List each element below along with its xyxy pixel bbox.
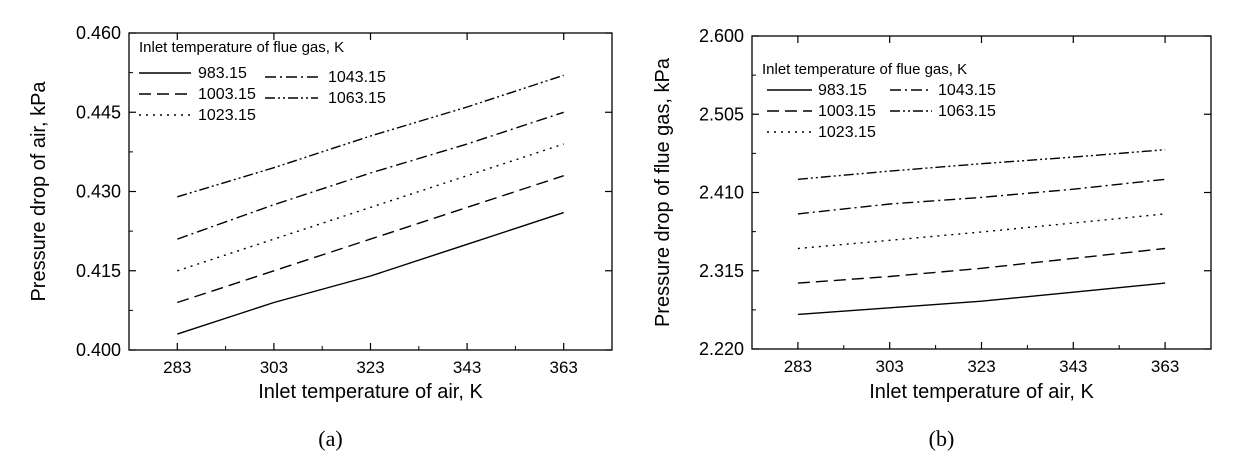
chart-b-x-tick-label: 363 <box>1151 357 1179 376</box>
chart-a-y-tick-label: 0.445 <box>76 102 121 122</box>
chart-a-x-tick-label: 303 <box>260 358 288 377</box>
chart-a-x-tick-label: 283 <box>163 358 191 377</box>
chart-b-series-1043-15 <box>797 178 1166 215</box>
chart-a-y-tick-label: 0.430 <box>76 182 121 202</box>
chart-a-x-axis-label: Inlet temperature of air, K <box>258 381 483 403</box>
chart-a-x-tick-label: 343 <box>453 358 481 377</box>
chart-b-y-tick-label: 2.505 <box>699 104 744 124</box>
chart-b-x-tick-label: 303 <box>876 357 904 376</box>
chart-a-y-axis-label: Pressure drop of air, kPa <box>28 81 50 302</box>
chart-a-series-1023-15 <box>177 143 564 272</box>
chart-b-y-tick-label: 2.600 <box>699 26 744 46</box>
chart-b-x-axis-label: Inlet temperature of air, K <box>869 381 1094 403</box>
chart-b-y-tick-label: 2.315 <box>699 261 744 281</box>
chart-a-series-1043-15 <box>177 111 564 240</box>
chart-a-series-983-15 <box>177 211 564 335</box>
chart-a-legend-title: Inlet temperature of flue gas, K <box>139 39 344 56</box>
chart-a-legend-label: 1043.15 <box>328 69 386 86</box>
chart-a-y-tick-label: 0.400 <box>76 340 121 360</box>
chart-b-x-tick-label: 323 <box>967 357 995 376</box>
chart-b-legend-title: Inlet temperature of flue gas, K <box>762 61 967 78</box>
chart-a-series-1003-15 <box>177 175 564 304</box>
chart-b-legend-label: 1043.15 <box>938 82 996 99</box>
chart-b-series-1023-15 <box>797 213 1166 250</box>
chart-a: 283 303 323 343 363 0.400 0.415 0.430 0.445 0.460… <box>28 23 613 451</box>
chart-b-x-tick-label: 343 <box>1059 357 1087 376</box>
chart-a-legend-label: 1003.15 <box>198 86 256 103</box>
chart-b-series-983-15 <box>797 282 1166 316</box>
chart-a-x-tick-label: 323 <box>356 358 384 377</box>
chart-b: 283 303 323 343 363 2.220 2.315 2.410 2.505 2.600… <box>652 26 1212 451</box>
chart-b-legend-label: 983.15 <box>818 82 867 99</box>
chart-a-y-tick-label: 0.460 <box>76 23 121 43</box>
chart-b-y-axis-label: Pressure drop of flue gas, kPa <box>652 57 674 327</box>
chart-b-legend-label: 1003.15 <box>818 103 876 120</box>
chart-a-legend-label: 1023.15 <box>198 107 256 124</box>
chart-a-legend-label: 983.15 <box>198 65 247 82</box>
chart-a-caption: (a) <box>318 426 342 451</box>
chart-b-caption: (b) <box>929 426 955 451</box>
chart-b-y-tick-label: 2.410 <box>699 183 744 203</box>
chart-b-legend-label: 1023.15 <box>818 124 876 141</box>
chart-b-y-tick-label: 2.220 <box>699 339 744 359</box>
chart-a-y-tick-label: 0.415 <box>76 261 121 281</box>
chart-b-series-1003-15 <box>797 247 1166 284</box>
chart-a-legend-label: 1063.15 <box>328 90 386 107</box>
chart-b-legend-label: 1063.15 <box>938 103 996 120</box>
chart-a-series-1063-15 <box>177 74 564 198</box>
chart-a-x-tick-label: 363 <box>550 358 578 377</box>
chart-b-series-1063-15 <box>797 149 1166 180</box>
chart-b-x-tick-label: 283 <box>784 357 812 376</box>
